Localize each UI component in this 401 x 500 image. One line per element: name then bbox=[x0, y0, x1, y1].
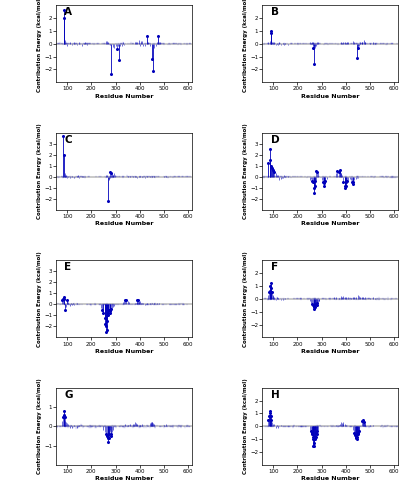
X-axis label: Residue Number: Residue Number bbox=[300, 476, 358, 481]
Text: B: B bbox=[270, 8, 278, 18]
X-axis label: Residue Number: Residue Number bbox=[95, 221, 153, 226]
Text: F: F bbox=[270, 262, 277, 272]
Y-axis label: Contribution Energy (kcal/mol): Contribution Energy (kcal/mol) bbox=[37, 378, 42, 474]
X-axis label: Residue Number: Residue Number bbox=[95, 348, 153, 354]
Y-axis label: Contribution Energy (kcal/mol): Contribution Energy (kcal/mol) bbox=[243, 0, 247, 92]
Text: E: E bbox=[64, 262, 71, 272]
X-axis label: Residue Number: Residue Number bbox=[300, 221, 358, 226]
Y-axis label: Contribution Energy (kcal/mol): Contribution Energy (kcal/mol) bbox=[37, 124, 42, 219]
Y-axis label: Contribution Energy (kcal/mol): Contribution Energy (kcal/mol) bbox=[243, 124, 247, 219]
X-axis label: Residue Number: Residue Number bbox=[95, 94, 153, 98]
Text: H: H bbox=[270, 390, 279, 400]
Y-axis label: Contribution Energy (kcal/mol): Contribution Energy (kcal/mol) bbox=[243, 378, 247, 474]
Text: C: C bbox=[64, 135, 72, 145]
Y-axis label: Contribution Energy (kcal/mol): Contribution Energy (kcal/mol) bbox=[37, 251, 42, 346]
Text: G: G bbox=[64, 390, 73, 400]
X-axis label: Residue Number: Residue Number bbox=[300, 348, 358, 354]
Y-axis label: Contribution Energy (kcal/mol): Contribution Energy (kcal/mol) bbox=[37, 0, 42, 92]
X-axis label: Residue Number: Residue Number bbox=[300, 94, 358, 98]
Text: D: D bbox=[270, 135, 278, 145]
X-axis label: Residue Number: Residue Number bbox=[95, 476, 153, 481]
Y-axis label: Contribution Energy (kcal/mol): Contribution Energy (kcal/mol) bbox=[243, 251, 247, 346]
Text: A: A bbox=[64, 8, 72, 18]
